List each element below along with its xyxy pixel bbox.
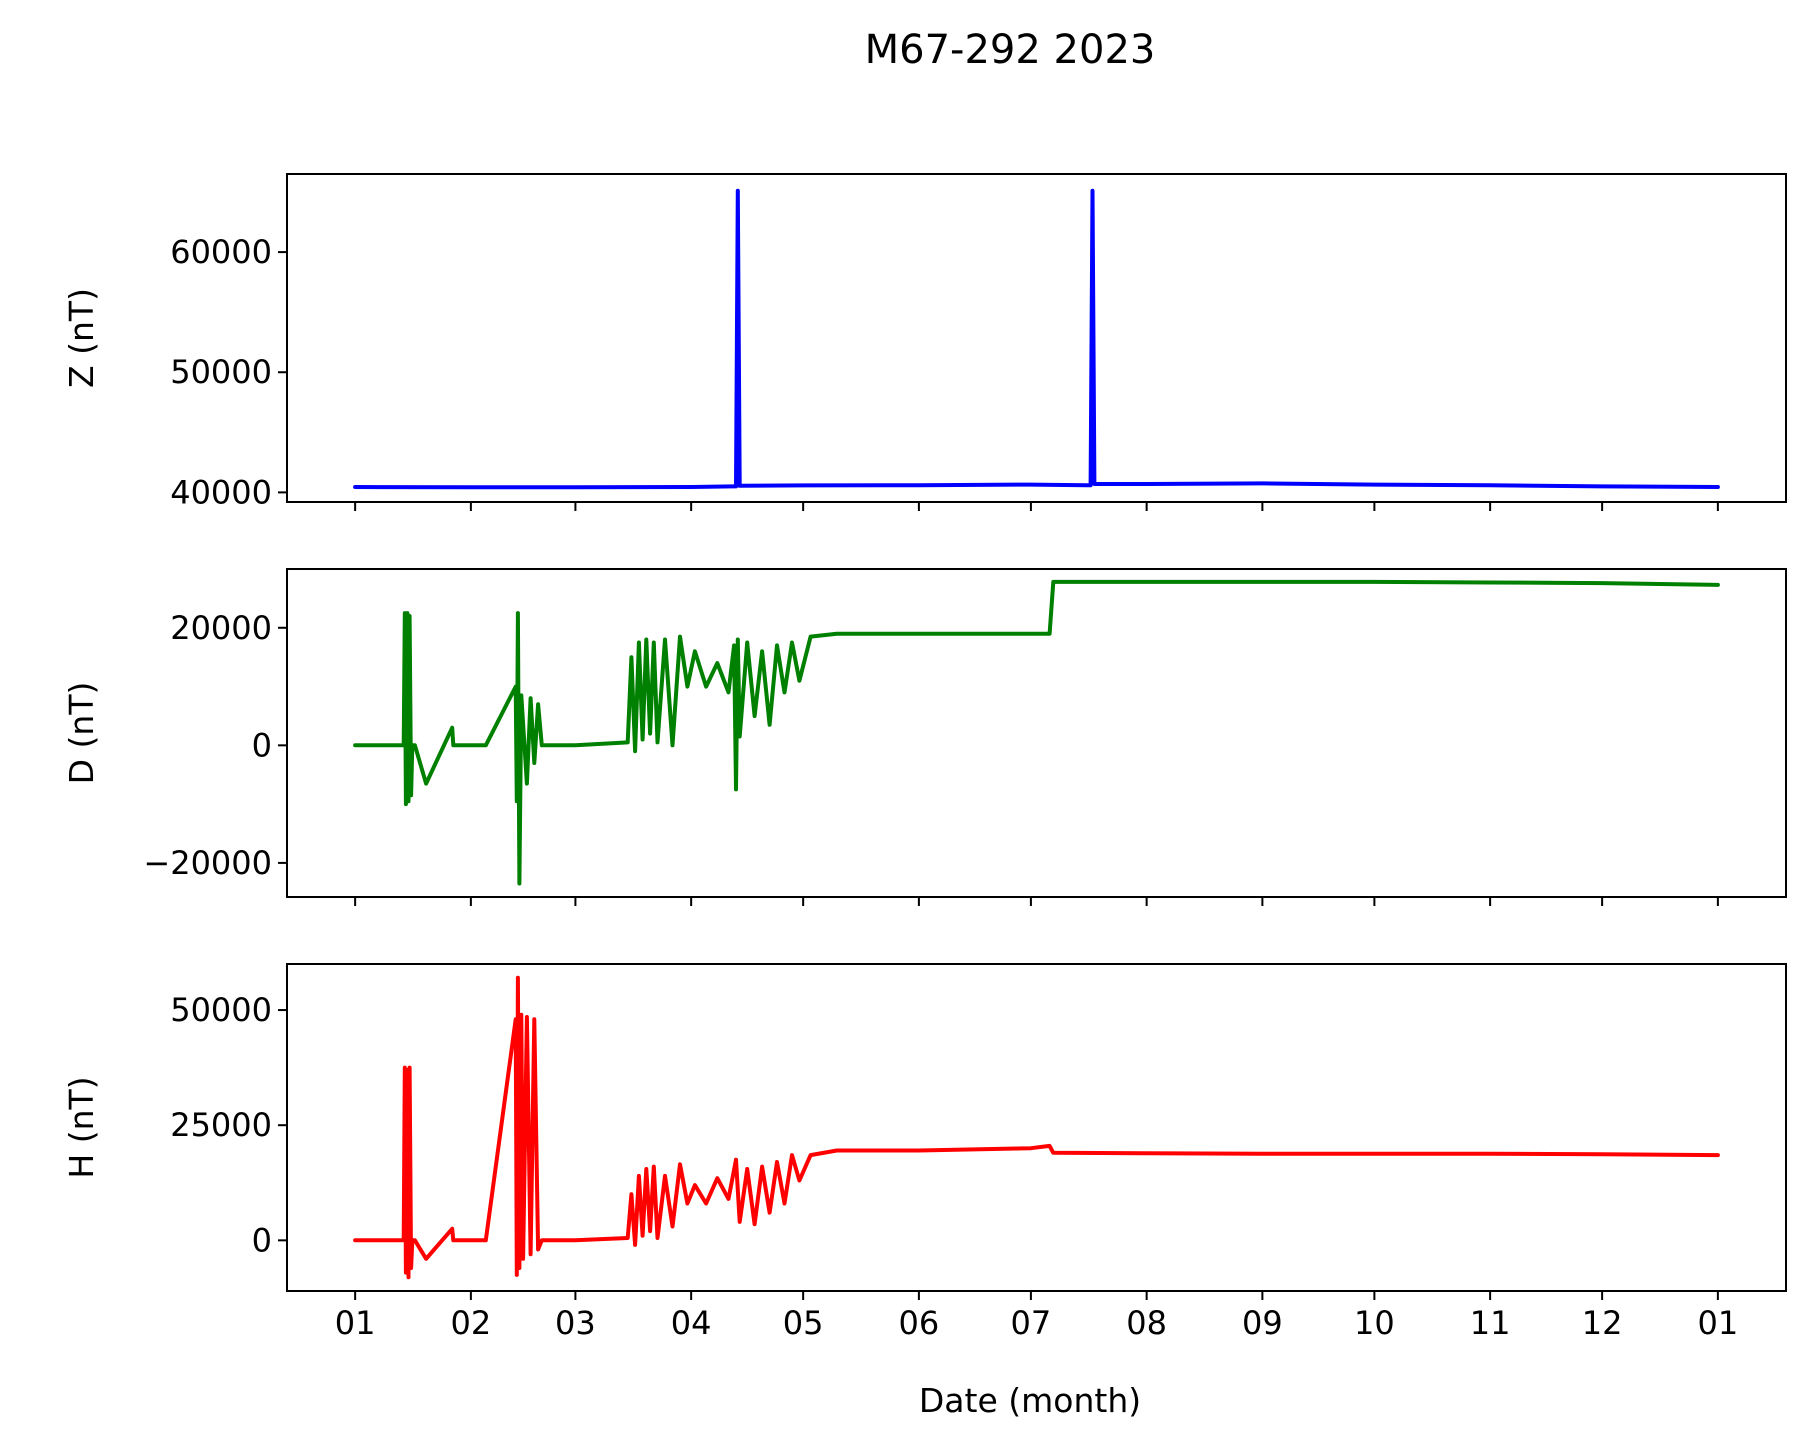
h-y-axis-label: H (nT)	[62, 1076, 101, 1178]
xtick-label: 07	[1011, 1304, 1052, 1342]
figure-title: M67-292 2023	[865, 27, 1156, 73]
xtick-label: 03	[555, 1304, 596, 1342]
xtick-label: 01	[1698, 1304, 1739, 1342]
d-ytick-label: 20000	[170, 609, 272, 647]
xtick-label: 10	[1354, 1304, 1395, 1342]
xtick-label: 12	[1582, 1304, 1623, 1342]
z-ytick-label: 50000	[170, 353, 272, 391]
h-series-line	[353, 975, 1720, 1280]
z-axes-frame	[286, 173, 1787, 503]
z-series-line	[353, 188, 1720, 490]
d-panel: −20000 0 20000 D (nT)	[62, 568, 1787, 906]
x-axis-label: Date (month)	[919, 1381, 1141, 1420]
d-ytick-label: 0	[252, 726, 272, 764]
d-series-line	[353, 579, 1720, 886]
z-ytick-label: 40000	[170, 473, 272, 511]
xtick-label: 09	[1242, 1304, 1283, 1342]
h-ytick-label: 25000	[170, 1106, 272, 1144]
xtick-label: 05	[783, 1304, 824, 1342]
h-panel: 0 25000 50000 01 02 03 04 05 06 07 08 09 10 11 12 01 H (…	[62, 963, 1787, 1342]
z-y-axis-label: Z (nT)	[62, 288, 101, 388]
xtick-label: 06	[899, 1304, 940, 1342]
z-ytick-label: 60000	[170, 233, 272, 271]
xtick-label: 04	[671, 1304, 712, 1342]
xtick-label: 01	[335, 1304, 376, 1342]
d-axes-frame	[286, 568, 1787, 898]
h-axes-frame	[286, 963, 1787, 1292]
xtick-label: 11	[1470, 1304, 1511, 1342]
xtick-label: 02	[451, 1304, 492, 1342]
z-panel: 40000 50000 60000 Z (nT)	[62, 173, 1787, 511]
h-ytick-label: 0	[252, 1221, 272, 1259]
d-y-axis-label: D (nT)	[62, 682, 101, 785]
d-ytick-label: −20000	[143, 844, 272, 882]
xtick-label: 08	[1126, 1304, 1167, 1342]
h-ytick-label: 50000	[170, 991, 272, 1029]
